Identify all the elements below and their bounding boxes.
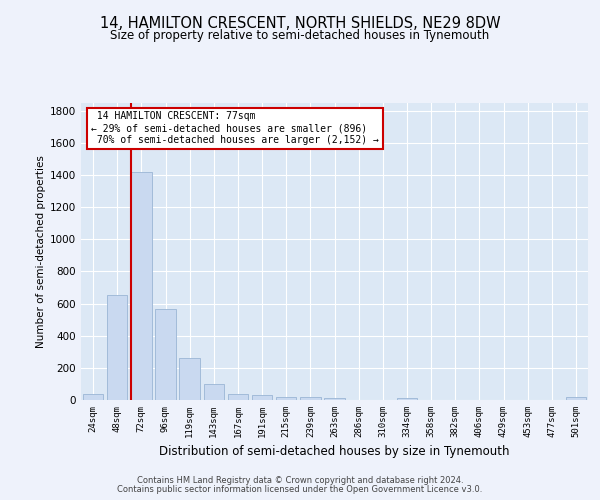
Bar xyxy=(324,398,345,400)
Bar xyxy=(179,358,200,400)
Text: Contains public sector information licensed under the Open Government Licence v3: Contains public sector information licen… xyxy=(118,485,482,494)
Bar xyxy=(203,384,224,400)
Bar xyxy=(566,397,586,400)
Text: Contains HM Land Registry data © Crown copyright and database right 2024.: Contains HM Land Registry data © Crown c… xyxy=(137,476,463,485)
Bar xyxy=(131,172,152,400)
Text: Size of property relative to semi-detached houses in Tynemouth: Size of property relative to semi-detach… xyxy=(110,29,490,42)
Text: 14, HAMILTON CRESCENT, NORTH SHIELDS, NE29 8DW: 14, HAMILTON CRESCENT, NORTH SHIELDS, NE… xyxy=(100,16,500,31)
Bar xyxy=(252,396,272,400)
Bar xyxy=(155,309,176,400)
Bar xyxy=(397,398,417,400)
Bar xyxy=(300,397,320,400)
Bar xyxy=(83,394,103,400)
Bar xyxy=(276,397,296,400)
X-axis label: Distribution of semi-detached houses by size in Tynemouth: Distribution of semi-detached houses by … xyxy=(159,446,510,458)
Bar xyxy=(107,296,127,400)
Bar xyxy=(227,394,248,400)
Y-axis label: Number of semi-detached properties: Number of semi-detached properties xyxy=(36,155,46,348)
Text: 14 HAMILTON CRESCENT: 77sqm
← 29% of semi-detached houses are smaller (896)
 70%: 14 HAMILTON CRESCENT: 77sqm ← 29% of sem… xyxy=(91,112,379,144)
